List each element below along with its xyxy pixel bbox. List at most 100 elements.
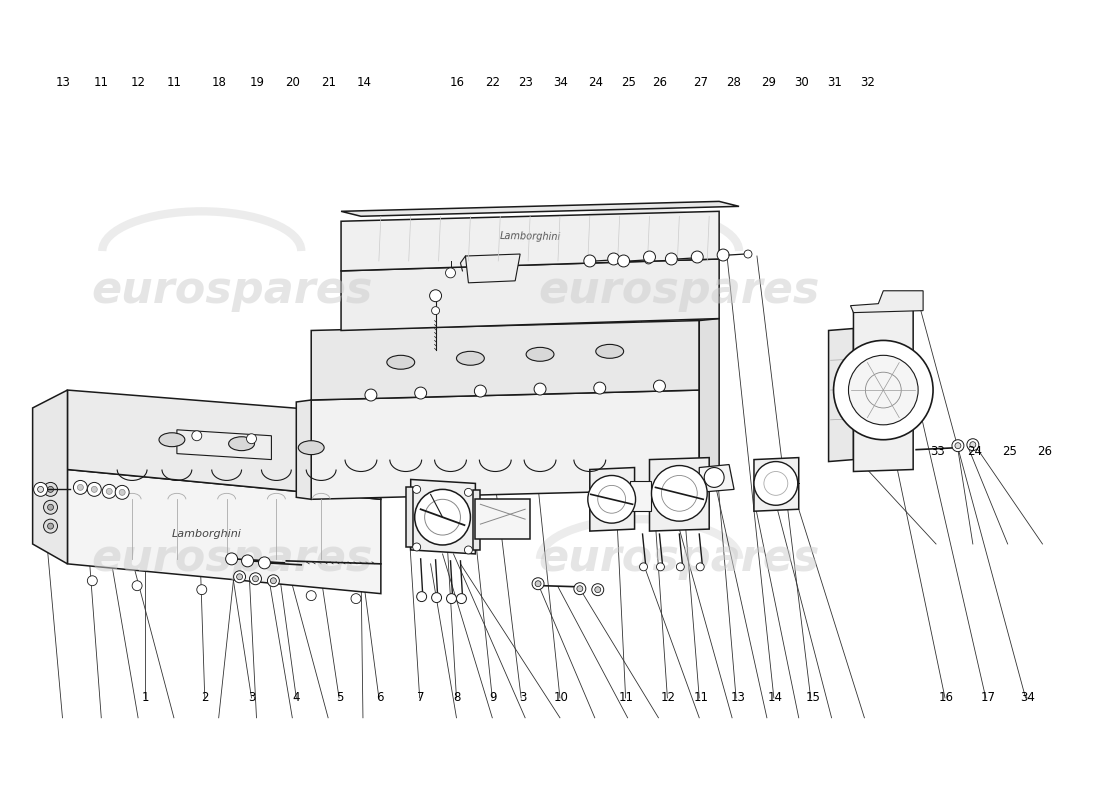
Circle shape — [430, 290, 441, 302]
Circle shape — [415, 490, 471, 545]
Circle shape — [87, 576, 97, 586]
Circle shape — [587, 475, 636, 523]
Text: 33: 33 — [931, 445, 945, 458]
Circle shape — [594, 382, 606, 394]
Circle shape — [464, 488, 472, 496]
Polygon shape — [33, 390, 67, 564]
Circle shape — [246, 434, 256, 444]
Circle shape — [119, 490, 125, 495]
Circle shape — [47, 486, 54, 492]
Circle shape — [744, 250, 752, 258]
Text: 3: 3 — [249, 691, 256, 705]
Circle shape — [574, 582, 586, 594]
Text: 1: 1 — [141, 691, 149, 705]
Circle shape — [415, 387, 427, 399]
Circle shape — [191, 430, 201, 441]
Circle shape — [44, 519, 57, 533]
Text: 32: 32 — [860, 76, 875, 89]
Text: 11: 11 — [167, 76, 183, 89]
Circle shape — [258, 557, 271, 569]
Text: 16: 16 — [450, 76, 464, 89]
Circle shape — [34, 482, 47, 496]
Text: eurospares: eurospares — [539, 538, 820, 580]
Text: 29: 29 — [761, 76, 777, 89]
Circle shape — [691, 251, 703, 263]
Ellipse shape — [456, 351, 484, 366]
Circle shape — [74, 481, 87, 494]
Ellipse shape — [160, 433, 185, 446]
Text: 34: 34 — [553, 76, 569, 89]
Circle shape — [267, 574, 279, 586]
Circle shape — [592, 584, 604, 596]
Text: 2: 2 — [201, 691, 209, 705]
Polygon shape — [406, 487, 412, 547]
Polygon shape — [473, 490, 481, 550]
Text: 22: 22 — [485, 76, 501, 89]
Circle shape — [102, 485, 117, 498]
Ellipse shape — [526, 347, 554, 362]
Text: 24: 24 — [588, 76, 604, 89]
Circle shape — [47, 523, 54, 529]
Circle shape — [44, 482, 57, 496]
Polygon shape — [700, 465, 734, 492]
Circle shape — [242, 555, 253, 567]
Circle shape — [696, 563, 704, 571]
Text: 18: 18 — [212, 76, 227, 89]
Text: 17: 17 — [980, 691, 996, 705]
Circle shape — [233, 571, 245, 582]
Circle shape — [644, 251, 656, 263]
Circle shape — [955, 442, 961, 449]
Ellipse shape — [596, 344, 624, 358]
Text: 14: 14 — [356, 76, 372, 89]
Polygon shape — [465, 254, 520, 283]
Circle shape — [226, 553, 238, 565]
Text: 11: 11 — [693, 691, 708, 705]
Circle shape — [704, 467, 724, 487]
Polygon shape — [754, 458, 799, 511]
Text: eurospares: eurospares — [91, 538, 372, 580]
Text: 20: 20 — [285, 76, 300, 89]
Polygon shape — [629, 482, 651, 511]
Circle shape — [271, 578, 276, 584]
Circle shape — [653, 380, 666, 392]
Polygon shape — [341, 211, 719, 271]
Polygon shape — [700, 318, 719, 490]
Circle shape — [253, 576, 258, 582]
Polygon shape — [410, 479, 475, 554]
Text: 24: 24 — [967, 445, 982, 458]
Text: 31: 31 — [827, 76, 842, 89]
Circle shape — [116, 486, 129, 499]
Text: 26: 26 — [1037, 445, 1053, 458]
Text: 27: 27 — [693, 76, 708, 89]
Polygon shape — [177, 430, 272, 459]
Text: 15: 15 — [805, 691, 821, 705]
Text: 7: 7 — [417, 691, 425, 705]
Circle shape — [666, 253, 678, 265]
Text: 3: 3 — [519, 691, 526, 705]
Text: Lamborghini: Lamborghini — [172, 529, 242, 539]
Text: 25: 25 — [621, 76, 636, 89]
Circle shape — [618, 255, 629, 267]
Circle shape — [639, 563, 648, 571]
Circle shape — [970, 442, 976, 448]
Circle shape — [607, 253, 619, 265]
Circle shape — [456, 594, 466, 603]
Circle shape — [446, 268, 455, 278]
Circle shape — [306, 590, 316, 601]
Circle shape — [645, 256, 652, 264]
Circle shape — [87, 482, 101, 496]
Circle shape — [584, 255, 596, 267]
Text: 6: 6 — [376, 691, 384, 705]
Circle shape — [412, 486, 420, 494]
Text: 21: 21 — [321, 76, 337, 89]
Text: 28: 28 — [726, 76, 741, 89]
Text: 30: 30 — [794, 76, 810, 89]
Text: 12: 12 — [131, 76, 146, 89]
Text: 14: 14 — [768, 691, 783, 705]
Circle shape — [651, 466, 707, 521]
Text: 11: 11 — [94, 76, 109, 89]
Polygon shape — [311, 321, 700, 400]
Text: 4: 4 — [293, 691, 300, 705]
Text: 13: 13 — [55, 76, 70, 89]
Text: 10: 10 — [553, 691, 569, 705]
